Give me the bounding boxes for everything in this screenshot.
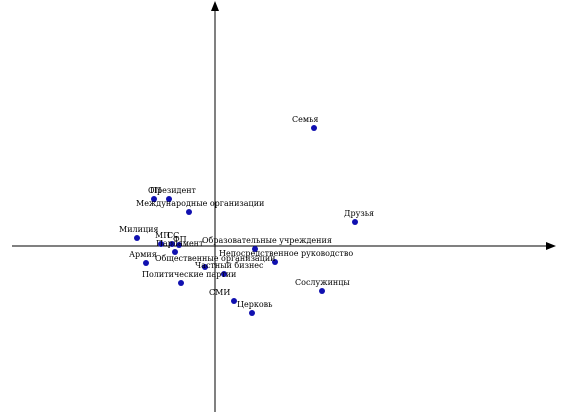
point-label: СМИ <box>209 288 230 297</box>
point-label: Милиция <box>119 225 158 234</box>
point-label: Друзья <box>344 209 374 218</box>
data-point <box>151 196 157 202</box>
data-point <box>178 280 184 286</box>
point-label: Президент <box>150 186 197 195</box>
data-point <box>319 288 325 294</box>
point-label: Политические партии <box>142 270 236 279</box>
point-label: ФП <box>173 235 187 244</box>
data-point <box>134 235 140 241</box>
point-label: Образовательные учреждения <box>202 236 332 245</box>
point-label: Частный бизнес <box>195 261 264 270</box>
data-point <box>169 241 175 247</box>
points-layer <box>134 125 358 316</box>
data-point <box>176 242 182 248</box>
data-point <box>202 264 208 270</box>
point-label: МП <box>155 231 170 240</box>
point-label: Непосредственное руководство <box>219 249 353 258</box>
point-label: Сослужинцы <box>295 278 350 287</box>
data-point <box>158 241 164 247</box>
point-label: Международные организации <box>136 199 264 208</box>
data-point <box>252 246 258 252</box>
point-label: ОП <box>148 186 162 195</box>
data-point <box>186 209 192 215</box>
data-point <box>231 298 237 304</box>
x-axis-arrow <box>546 242 556 250</box>
y-axis-arrow <box>211 1 219 11</box>
data-point <box>166 196 172 202</box>
data-point <box>352 219 358 225</box>
data-point <box>172 249 178 255</box>
point-label: Армия <box>129 250 157 259</box>
point-label: Парламент <box>156 239 204 248</box>
point-label: СС <box>167 231 179 240</box>
data-point <box>249 310 255 316</box>
point-label: Семья <box>292 115 318 124</box>
point-label: Церковь <box>237 300 273 309</box>
axes <box>12 1 556 412</box>
point-label: Общественные организации <box>155 254 276 263</box>
data-point <box>272 259 278 265</box>
data-point <box>221 271 227 277</box>
data-point <box>311 125 317 131</box>
data-point <box>143 260 149 266</box>
